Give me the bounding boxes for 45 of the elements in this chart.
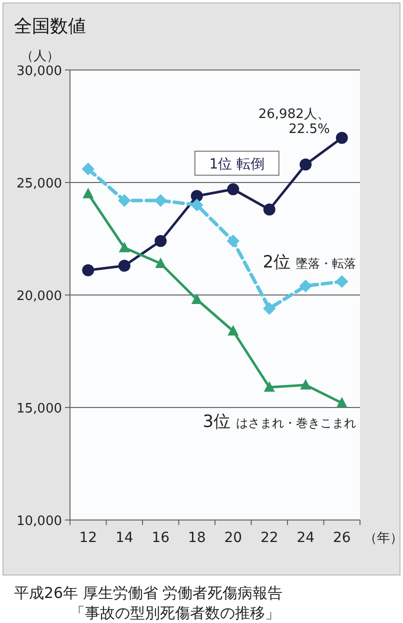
y-axis-title: （人）	[20, 49, 60, 64]
y-tick-label: 15,000	[16, 402, 62, 416]
point	[336, 275, 348, 288]
point	[336, 397, 348, 408]
series-label: 3位 はさまれ・巻きこまれ	[202, 412, 356, 432]
text: 「事故の型別死傷者数の推移」	[70, 604, 280, 622]
point	[263, 302, 276, 315]
x-tick-label: 22	[260, 530, 278, 546]
point	[118, 242, 130, 252]
point	[190, 198, 204, 212]
y-tick-label: 25,000	[16, 176, 62, 192]
x-tick-label: 14	[115, 530, 134, 546]
point	[82, 162, 94, 176]
point	[227, 183, 240, 196]
point	[264, 381, 275, 392]
point	[82, 188, 94, 198]
text: 平成26年 厚生労働省 労働者死傷病報告	[14, 584, 283, 602]
point	[300, 379, 312, 390]
point	[228, 325, 239, 336]
point	[336, 132, 348, 144]
x-tick-label: 24	[296, 530, 315, 546]
x-tick-label: 20	[224, 530, 242, 546]
point	[190, 190, 203, 202]
series-label: 1位 転倒	[209, 156, 265, 172]
y-tick-label: 10,000	[16, 514, 62, 529]
point	[82, 264, 94, 276]
point	[191, 294, 202, 304]
point	[299, 280, 312, 292]
annotation: 26,982人、22.5%	[258, 106, 330, 137]
point	[118, 194, 131, 207]
x-tick-label: 16	[152, 530, 170, 546]
x-tick-label: 26	[332, 530, 351, 546]
point	[154, 235, 167, 247]
x-axis-title: （年）	[364, 531, 403, 546]
y-tick-label: 20,000	[16, 289, 62, 304]
y-tick-label: 30,000	[16, 64, 62, 79]
point	[263, 204, 276, 216]
point	[118, 260, 130, 272]
point	[155, 258, 166, 268]
point	[226, 234, 240, 248]
x-tick-label: 12	[79, 530, 98, 546]
chart-title: 全国数値	[14, 16, 86, 37]
series-label: 2位 墜落・転落	[262, 252, 356, 272]
x-tick-label: 18	[188, 530, 206, 546]
point	[300, 158, 312, 170]
